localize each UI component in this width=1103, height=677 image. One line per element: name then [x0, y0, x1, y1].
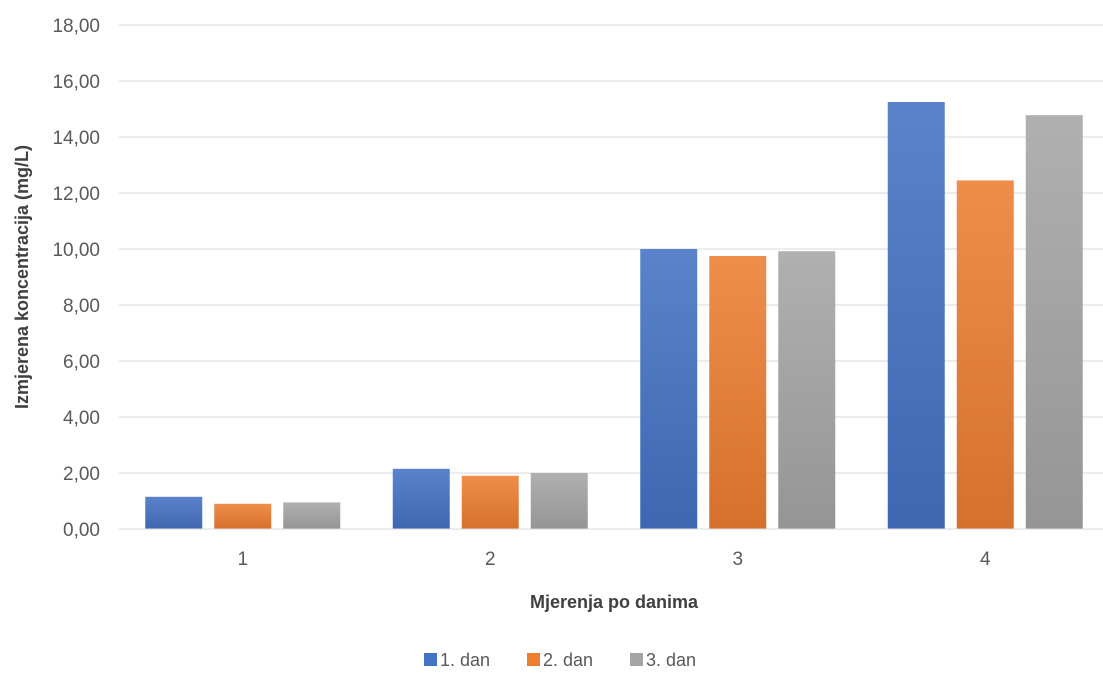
y-tick-label: 0,00 [63, 520, 100, 541]
gridlines [119, 24, 1103, 474]
y-tick-label: 12,00 [52, 184, 100, 205]
x-axis-ticks: 1 2 3 4 [237, 549, 991, 570]
y-tick-label: 10,00 [52, 240, 100, 261]
legend-item: 2. dan [527, 650, 593, 670]
x-axis-title: Mjerenja po danima [530, 592, 699, 612]
y-axis-title: Izmjerena koncentracija (mg/L) [12, 145, 32, 409]
legend-label: 1. dan [440, 650, 490, 670]
x-tick-label: 2 [485, 549, 496, 570]
y-tick-label: 14,00 [52, 128, 100, 149]
x-tick-label: 4 [980, 549, 991, 570]
y-tick-label: 8,00 [63, 296, 100, 317]
legend-swatch [424, 653, 437, 666]
legend-item: 3. dan [630, 650, 696, 670]
legend-label: 3. dan [646, 650, 696, 670]
y-tick-label: 18,00 [52, 16, 100, 37]
legend-swatch [527, 653, 540, 666]
bar-2-cat-2 [461, 475, 519, 529]
x-tick-label: 3 [732, 549, 743, 570]
bar-3-cat-1 [283, 502, 341, 529]
y-tick-label: 2,00 [63, 464, 100, 485]
bar-1-cat-2 [392, 468, 450, 529]
bar-1-cat-3 [640, 249, 698, 529]
bar-2-cat-3 [709, 256, 767, 529]
bar-1-cat-1 [145, 496, 203, 529]
legend-item: 1. dan [424, 650, 490, 670]
y-axis-ticks: 0,00 2,00 4,00 6,00 8,00 10,00 12,00 14,00 16,00… [52, 16, 100, 541]
y-tick-label: 16,00 [52, 72, 100, 93]
y-tick-label: 4,00 [63, 408, 100, 429]
bar-3-cat-4 [1025, 115, 1083, 529]
bar-3-cat-2 [530, 473, 588, 529]
bar-2-cat-1 [214, 503, 272, 529]
bar-2-cat-4 [956, 180, 1014, 529]
legend: 1. dan 2. dan 3. dan [424, 650, 696, 670]
bars [145, 102, 1083, 530]
legend-swatch [630, 653, 643, 666]
y-tick-label: 6,00 [63, 352, 100, 373]
legend-label: 2. dan [543, 650, 593, 670]
bar-1-cat-4 [887, 102, 945, 529]
x-tick-label: 1 [237, 549, 248, 570]
bar-3-cat-3 [778, 251, 836, 530]
